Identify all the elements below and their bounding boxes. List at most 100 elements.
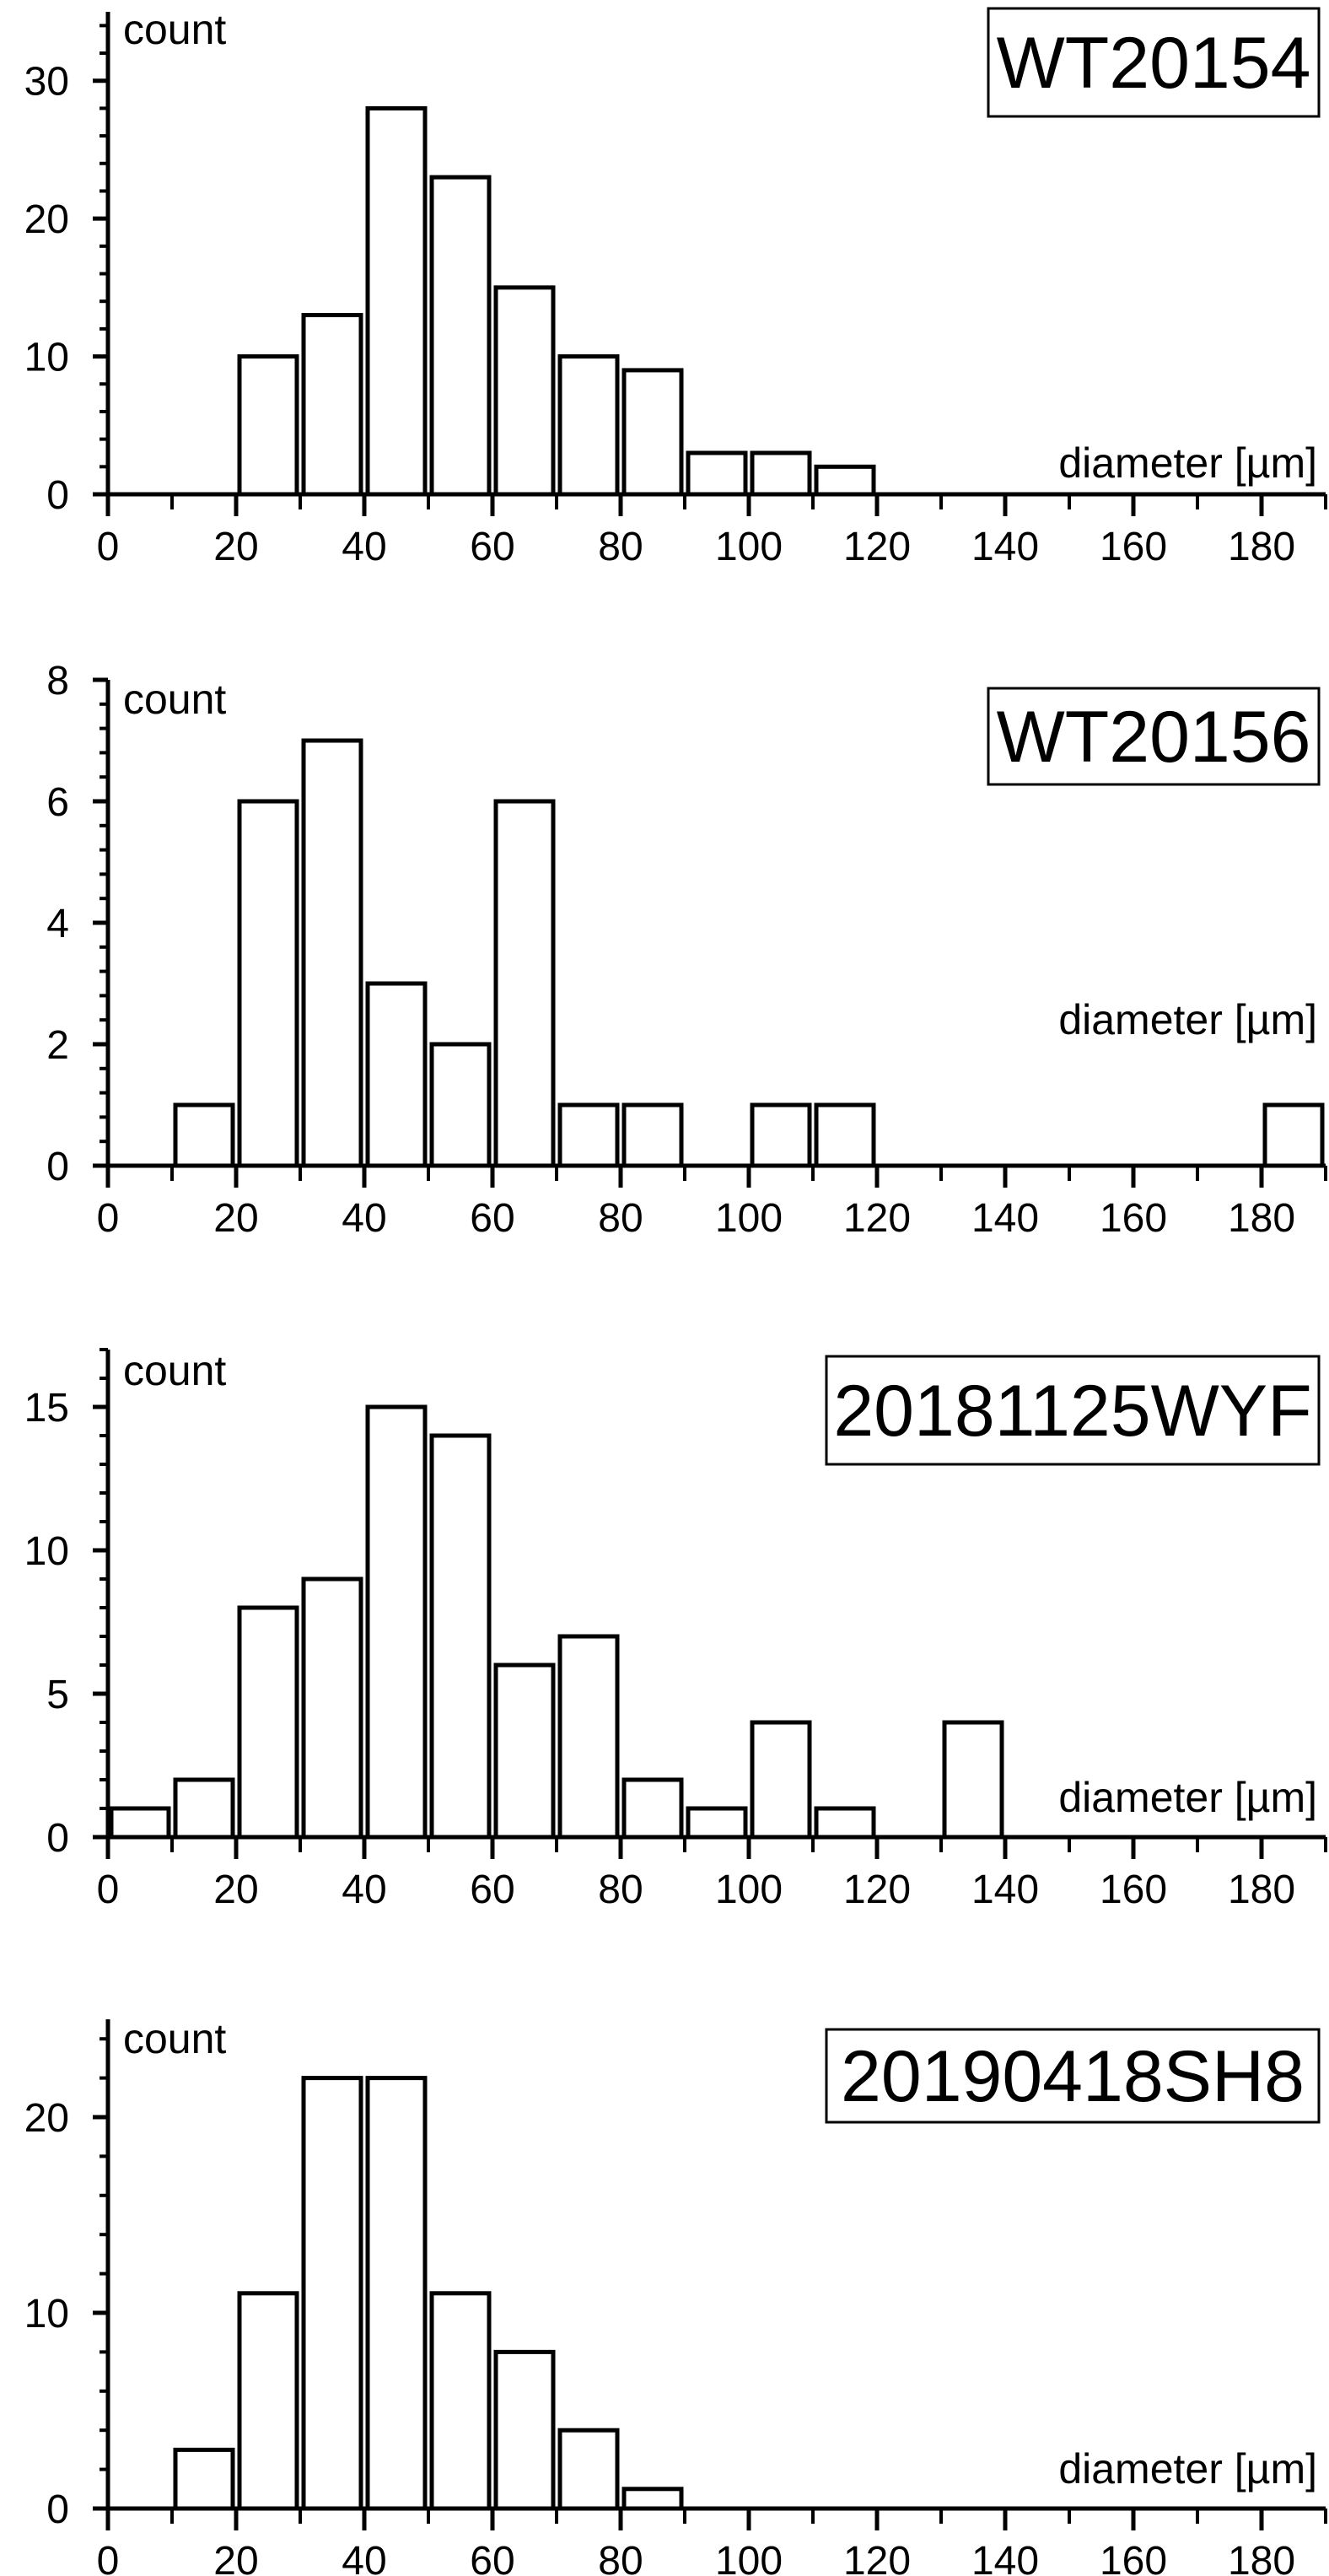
panel4-bar-20	[237, 2291, 299, 2511]
panel1-bar-30	[301, 313, 363, 497]
panel3-bar-50	[429, 1433, 492, 1840]
panel3-bar-70	[557, 1634, 620, 1840]
panel4-bar-10	[173, 2447, 235, 2511]
panel2-x-tick-label-100: 100	[715, 1196, 783, 1241]
panel1-x-tick-label-40: 40	[342, 525, 386, 569]
panel3-x-tick-label-120: 120	[843, 1867, 911, 1912]
panel3-x-tick-label-100: 100	[715, 1867, 783, 1912]
panel3-bar-110	[814, 1806, 876, 1840]
panel2-title: WT20156	[997, 697, 1311, 778]
panel2-bar-180	[1262, 1102, 1325, 1168]
panel3-x-tick-label-140: 140	[971, 1867, 1039, 1912]
panel1-x-tick-label-20: 20	[213, 525, 258, 569]
panel2-y-tick-label-6: 6	[46, 780, 69, 825]
panel1-bar-60	[493, 285, 556, 497]
panel3-x-tick-label-80: 80	[598, 1867, 643, 1912]
panel1-bar-100	[750, 450, 812, 497]
panel1-y-tick-label-20: 20	[24, 197, 69, 242]
panel3-bar-30	[301, 1576, 363, 1840]
panel1-bar-20	[237, 354, 299, 497]
panel2-x-tick-label-180: 180	[1228, 1196, 1295, 1241]
panel3-bar-80	[621, 1777, 684, 1840]
panel3-y-tick-label-5: 5	[46, 1673, 69, 1717]
panel1-x-tick-label-60: 60	[470, 525, 514, 569]
panel3-bar-130	[942, 1720, 1004, 1840]
panel2-bar-60	[493, 799, 556, 1168]
panel1-y-axis-title: count	[123, 6, 226, 53]
panel1-bar-50	[429, 175, 492, 497]
panel3-x-tick-label-60: 60	[470, 1867, 514, 1912]
panel1-title-box	[987, 7, 1321, 118]
panel4-title-box	[825, 2028, 1321, 2124]
panel4-bar-30	[301, 2076, 363, 2511]
panel3-y-tick-label-15: 15	[24, 1386, 69, 1431]
panel2-x-tick-label-140: 140	[971, 1196, 1039, 1241]
panel4-bar-70	[557, 2428, 620, 2511]
panel4-x-tick-label-80: 80	[598, 2539, 643, 2576]
panel3-bar-90	[686, 1806, 748, 1840]
panel2-x-tick-label-80: 80	[598, 1196, 643, 1241]
panel3-x-tick-label-20: 20	[213, 1867, 258, 1912]
panel2-y-tick-label-2: 2	[46, 1023, 69, 1068]
panel1-bar-90	[686, 450, 748, 497]
panel4-x-tick-label-180: 180	[1228, 2539, 1295, 2576]
panel2-bar-70	[557, 1102, 620, 1168]
panel2-y-tick-label-4: 4	[46, 902, 69, 946]
panel3-bar-10	[173, 1777, 235, 1840]
panel1-x-tick-label-180: 180	[1228, 525, 1295, 569]
panel2-y-axis-title: count	[123, 676, 226, 723]
panel4-x-tick-label-100: 100	[715, 2539, 783, 2576]
panel4-x-tick-label-20: 20	[213, 2539, 258, 2576]
panel2-x-tick-label-40: 40	[342, 1196, 386, 1241]
panel3-x-tick-label-40: 40	[342, 1867, 386, 1912]
panel4-bar-40	[365, 2076, 428, 2511]
panel2-bar-40	[365, 981, 428, 1168]
panel3-bar-100	[750, 1720, 812, 1840]
panel2-x-axis-title: diameter [µm]	[1058, 996, 1317, 1043]
panel3-bar-40	[365, 1404, 428, 1840]
panel1-bar-110	[814, 464, 876, 497]
panel1-y-tick-label-10: 10	[24, 336, 69, 380]
panel2-bar-80	[621, 1102, 684, 1168]
panel3-title-box	[825, 1355, 1321, 1466]
panel1-x-axis-title: diameter [µm]	[1058, 439, 1317, 487]
panel2-y-tick-label-8: 8	[46, 659, 69, 703]
panel4-x-tick-label-40: 40	[342, 2539, 386, 2576]
panel2-title-box	[987, 687, 1321, 786]
panel4-title: 20190418SH8	[841, 2036, 1305, 2117]
panel4-x-tick-label-140: 140	[971, 2539, 1039, 2576]
panel4-y-tick-label-20: 20	[24, 2096, 69, 2141]
panel2-bar-30	[301, 738, 363, 1168]
panel3-x-tick-label-160: 160	[1100, 1867, 1167, 1912]
panel3-x-axis-title: diameter [µm]	[1058, 1774, 1317, 1821]
panel3-x-tick-label-0: 0	[97, 1867, 120, 1912]
panel4-y-axis-title: count	[123, 2015, 226, 2062]
panel4-bar-50	[429, 2291, 492, 2511]
panel3-title: 20181125WYF	[833, 1371, 1311, 1452]
panel1-x-tick-label-140: 140	[971, 525, 1039, 569]
panel3-bar-60	[493, 1663, 556, 1840]
panel1-x-tick-label-100: 100	[715, 525, 783, 569]
panel1-bar-70	[557, 354, 620, 497]
panel4-x-tick-label-160: 160	[1100, 2539, 1167, 2576]
panel4-bar-60	[493, 2349, 556, 2511]
panel1-x-tick-label-80: 80	[598, 525, 643, 569]
panel2-bar-100	[750, 1102, 812, 1168]
panel2-x-tick-label-160: 160	[1100, 1196, 1167, 1241]
panel1-y-tick-label-0: 0	[46, 473, 69, 518]
panel1-bar-40	[365, 105, 428, 497]
panel3-y-tick-label-10: 10	[24, 1529, 69, 1574]
panel4-y-tick-label-0: 0	[46, 2487, 69, 2532]
panel2-bar-110	[814, 1102, 876, 1168]
panel3-x-tick-label-180: 180	[1228, 1867, 1295, 1912]
panel2-x-tick-label-60: 60	[470, 1196, 514, 1241]
panel2-x-tick-label-120: 120	[843, 1196, 911, 1241]
panel2-x-tick-label-20: 20	[213, 1196, 258, 1241]
panel2-bar-20	[237, 799, 299, 1168]
panel4-x-tick-label-0: 0	[97, 2539, 120, 2576]
panel2-x-tick-label-0: 0	[97, 1196, 120, 1241]
panel4-x-tick-label-120: 120	[843, 2539, 911, 2576]
panel3-bar-20	[237, 1605, 299, 1840]
panel1-x-tick-label-0: 0	[97, 525, 120, 569]
